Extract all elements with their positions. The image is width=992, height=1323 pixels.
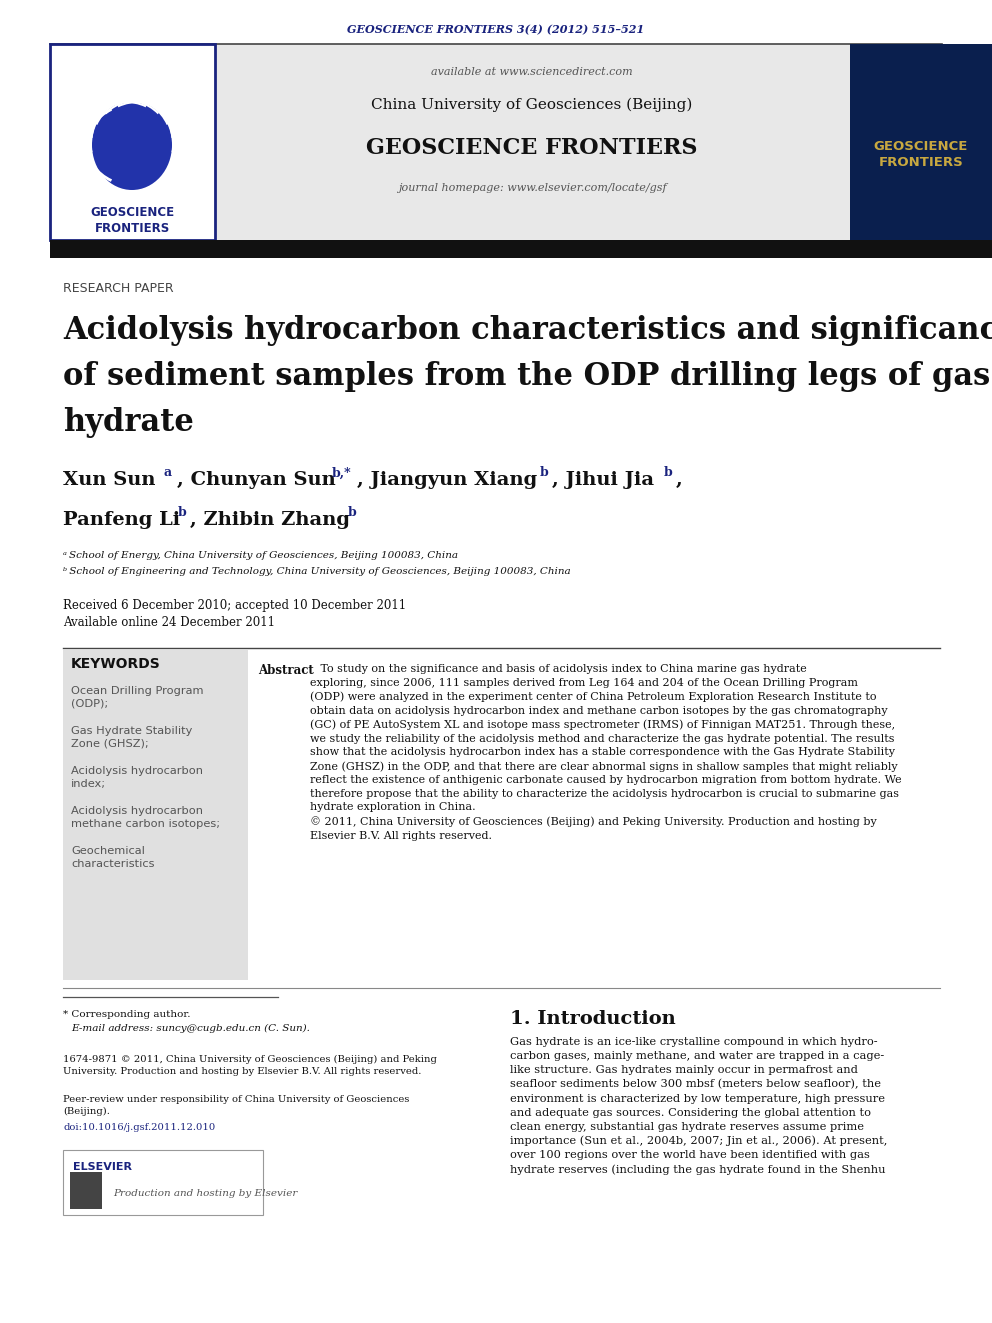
Text: * Corresponding author.: * Corresponding author. xyxy=(63,1009,190,1019)
Text: China University of Geosciences (Beijing): China University of Geosciences (Beijing… xyxy=(371,98,692,112)
Ellipse shape xyxy=(92,101,172,191)
Text: a: a xyxy=(163,467,172,479)
Text: ELSEVIER: ELSEVIER xyxy=(73,1162,132,1172)
Text: Xun Sun: Xun Sun xyxy=(63,471,156,490)
Text: GEOSCIENCE FRONTIERS 3(4) (2012) 515–521: GEOSCIENCE FRONTIERS 3(4) (2012) 515–521 xyxy=(347,25,645,36)
Text: Acidolysis hydrocarbon characteristics and significance: Acidolysis hydrocarbon characteristics a… xyxy=(63,315,992,345)
Text: GEOSCIENCE FRONTIERS: GEOSCIENCE FRONTIERS xyxy=(366,138,697,159)
Text: FRONTIERS: FRONTIERS xyxy=(94,221,170,234)
Text: doi:10.1016/j.gsf.2011.12.010: doi:10.1016/j.gsf.2011.12.010 xyxy=(63,1123,215,1132)
Text: , Jiangyun Xiang: , Jiangyun Xiang xyxy=(357,471,538,490)
Text: GEOSCIENCE: GEOSCIENCE xyxy=(90,206,174,220)
Text: Production and hosting by Elsevier: Production and hosting by Elsevier xyxy=(113,1188,298,1197)
Text: b,*: b,* xyxy=(332,467,351,479)
Text: ᵃ School of Energy, China University of Geosciences, Beijing 100083, China: ᵃ School of Energy, China University of … xyxy=(63,550,458,560)
Text: E-mail address: suncy@cugb.edu.cn (C. Sun).: E-mail address: suncy@cugb.edu.cn (C. Su… xyxy=(71,1024,310,1033)
Text: RESEARCH PAPER: RESEARCH PAPER xyxy=(63,282,174,295)
Bar xyxy=(50,44,850,239)
Bar xyxy=(63,1150,263,1215)
Text: available at www.sciencedirect.com: available at www.sciencedirect.com xyxy=(432,67,633,77)
Bar xyxy=(850,44,992,239)
Text: ᵇ School of Engineering and Technology, China University of Geosciences, Beijing: ᵇ School of Engineering and Technology, … xyxy=(63,568,570,577)
Text: , Chunyan Sun: , Chunyan Sun xyxy=(177,471,335,490)
Text: b: b xyxy=(664,467,673,479)
Text: ,: , xyxy=(676,471,682,490)
Text: GEOSCIENCE
FRONTIERS: GEOSCIENCE FRONTIERS xyxy=(874,140,968,169)
Bar xyxy=(50,44,215,239)
Text: , Zhibin Zhang: , Zhibin Zhang xyxy=(190,511,350,529)
Text: of sediment samples from the ODP drilling legs of gas: of sediment samples from the ODP drillin… xyxy=(63,360,990,392)
Text: Acidolysis hydrocarbon
index;: Acidolysis hydrocarbon index; xyxy=(71,766,203,789)
Text: b: b xyxy=(348,507,357,520)
Text: Peer-review under responsibility of China University of Geosciences
(Beijing).: Peer-review under responsibility of Chin… xyxy=(63,1095,410,1115)
Bar xyxy=(63,650,248,980)
Text: hydrate: hydrate xyxy=(63,406,193,438)
Text: Ocean Drilling Program
(ODP);: Ocean Drilling Program (ODP); xyxy=(71,687,203,709)
Text: Gas Hydrate Stability
Zone (GHSZ);: Gas Hydrate Stability Zone (GHSZ); xyxy=(71,726,192,749)
Text: KEYWORDS: KEYWORDS xyxy=(71,658,161,671)
Text: Gas hydrate is an ice-like crystalline compound in which hydro-
carbon gases, ma: Gas hydrate is an ice-like crystalline c… xyxy=(510,1037,888,1175)
Text: Available online 24 December 2011: Available online 24 December 2011 xyxy=(63,617,275,630)
Text: 1674-9871 © 2011, China University of Geosciences (Beijing) and Peking
Universit: 1674-9871 © 2011, China University of Ge… xyxy=(63,1054,436,1076)
Text: 1. Introduction: 1. Introduction xyxy=(510,1009,676,1028)
Text: , Jihui Jia: , Jihui Jia xyxy=(552,471,654,490)
Text: journal homepage: www.elsevier.com/locate/gsf: journal homepage: www.elsevier.com/locat… xyxy=(398,183,667,193)
Text: Acidolysis hydrocarbon
methane carbon isotopes;: Acidolysis hydrocarbon methane carbon is… xyxy=(71,806,220,828)
Text: Geochemical
characteristics: Geochemical characteristics xyxy=(71,845,155,869)
Text: Received 6 December 2010; accepted 10 December 2011: Received 6 December 2010; accepted 10 De… xyxy=(63,598,406,611)
Text: Abstract: Abstract xyxy=(258,664,313,677)
Text: b: b xyxy=(540,467,549,479)
Bar xyxy=(50,239,992,258)
FancyBboxPatch shape xyxy=(70,1172,102,1209)
Text: To study on the significance and basis of acidolysis index to China marine gas h: To study on the significance and basis o… xyxy=(310,664,902,841)
Text: b: b xyxy=(178,507,186,520)
Text: Panfeng Li: Panfeng Li xyxy=(63,511,181,529)
